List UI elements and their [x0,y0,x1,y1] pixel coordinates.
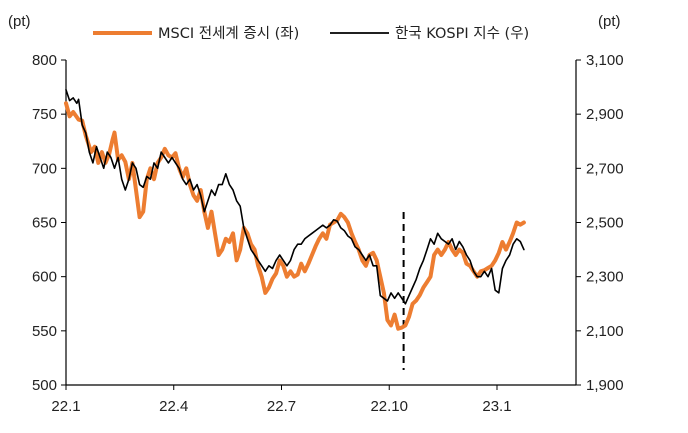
x-tick-label: 22.10 [370,398,408,415]
left-y-tick-label: 800 [32,52,57,69]
kospi-series-line [65,89,525,305]
left-y-tick-label: 700 [32,160,57,177]
right-y-tick-label: 2,300 [586,269,624,286]
left-y-tick-label: 500 [32,377,57,394]
right-axis-unit: (pt) [598,13,621,30]
legend-label-msci: MSCI 전세계 증시 (좌) [158,25,299,42]
right-y-tick-label: 2,900 [586,106,624,123]
legend: MSCI 전세계 증시 (좌) 한국 KOSPI 지수 (우) [93,25,529,42]
right-y-tick-label: 2,700 [586,160,624,177]
left-y-tick-label: 750 [32,106,57,123]
legend-label-kospi: 한국 KOSPI 지수 (우) [395,25,529,42]
left-y-tick-label: 650 [32,215,57,232]
msci-world-series-line [64,101,526,331]
x-tick-label: 22.4 [159,398,188,415]
axes: 800 750 700 650 600 550 500 3,100 2,900 2,700 2,50… [8,13,624,415]
left-axis-unit: (pt) [8,13,31,30]
x-tick-label: 23.1 [482,398,511,415]
x-tick-label: 22.7 [267,398,296,415]
left-y-tick-label: 550 [32,323,57,340]
right-y-tick-label: 2,100 [586,323,624,340]
right-y-tick-label: 1,900 [586,377,624,394]
right-y-tick-label: 3,100 [586,52,624,69]
right-y-tick-label: 2,500 [586,215,624,232]
left-y-tick-label: 600 [32,269,57,286]
series-layer [64,89,526,370]
x-tick-label: 22.1 [51,398,80,415]
